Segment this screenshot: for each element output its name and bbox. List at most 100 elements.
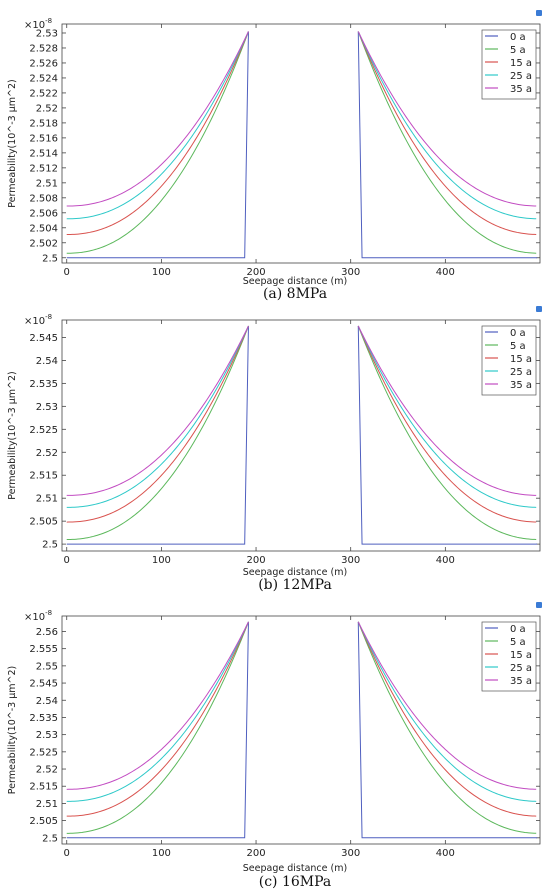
y-tick-label: 2.545 bbox=[29, 333, 58, 344]
legend-label: 35 a bbox=[510, 676, 532, 687]
y-tick-label: 2.526 bbox=[29, 58, 58, 69]
y-tick-label: 2.54 bbox=[36, 696, 58, 707]
x-tick-label: 100 bbox=[152, 267, 171, 278]
chart-panel-12mpa: 2.5 2.505 2.51 2.515 2.52 2.525 2.53 2.535 2.54 2… bbox=[7, 306, 542, 593]
y-tick-label: 2.5 bbox=[42, 833, 58, 844]
y-tick-label: 2.506 bbox=[29, 208, 58, 219]
plot-frame bbox=[61, 615, 541, 845]
figure-caption: (b) 12MPa bbox=[258, 577, 332, 593]
x-tick-label: 100 bbox=[152, 555, 171, 566]
y-tick-label: 2.535 bbox=[29, 379, 58, 390]
legend-label: 0 a bbox=[510, 328, 526, 339]
y-tick-label: 2.512 bbox=[29, 163, 58, 174]
figure-caption: (a) 8MPa bbox=[263, 286, 327, 302]
y-tick-label: 2.53 bbox=[36, 730, 58, 741]
y-tick-label: 2.525 bbox=[29, 425, 58, 436]
y-tick-label: 2.508 bbox=[29, 193, 58, 204]
y-tick-label: 2.535 bbox=[29, 713, 58, 724]
plot-frame bbox=[61, 319, 541, 552]
y-tick-label: 2.515 bbox=[29, 782, 58, 793]
y-tick-label: 2.505 bbox=[29, 517, 58, 528]
x-tick-label: 100 bbox=[152, 848, 171, 859]
y-tick-label: 2.516 bbox=[29, 133, 58, 144]
series-line-15a bbox=[66, 31, 537, 236]
y-tick-label: 2.56 bbox=[36, 627, 58, 638]
y-tick-label: 2.522 bbox=[29, 88, 58, 99]
y-tick-label: 2.504 bbox=[29, 223, 58, 234]
y-tick-label: 2.55 bbox=[36, 661, 58, 672]
y-exponent-label: ×10-8 bbox=[24, 17, 52, 31]
y-tick-label: 2.5 bbox=[42, 253, 58, 264]
x-tick-label: 300 bbox=[341, 848, 360, 859]
y-tick-label: 2.545 bbox=[29, 679, 58, 690]
series-line-25a bbox=[66, 621, 537, 802]
y-exponent-label: ×10-8 bbox=[24, 609, 52, 623]
legend-label: 25 a bbox=[510, 71, 532, 82]
y-axis-label: Permeability(10^-3 μm^2) bbox=[7, 666, 18, 794]
legend-label: 5 a bbox=[510, 341, 526, 352]
plot-frame bbox=[61, 23, 541, 264]
series-line-0a bbox=[66, 31, 538, 259]
toolbar-badge-icon bbox=[536, 306, 542, 312]
toolbar-badge-icon bbox=[536, 602, 542, 608]
y-exponent-label: ×10-8 bbox=[24, 313, 52, 327]
x-tick-label: 300 bbox=[341, 267, 360, 278]
x-axis-label: Seepage distance (m) bbox=[243, 863, 347, 874]
series-group bbox=[66, 621, 538, 839]
series-line-5a bbox=[66, 621, 537, 834]
series-line-5a bbox=[66, 325, 537, 541]
y-tick-label: 2.502 bbox=[29, 238, 58, 249]
series-line-25a bbox=[66, 325, 537, 508]
x-tick-label: 0 bbox=[64, 848, 70, 859]
x-tick-label: 300 bbox=[341, 555, 360, 566]
y-tick-label: 2.51 bbox=[36, 494, 58, 505]
y-tick-label: 2.53 bbox=[36, 28, 58, 39]
figure-caption: (c) 16MPa bbox=[259, 874, 332, 890]
y-tick-label: 2.53 bbox=[36, 402, 58, 413]
chart-panel-16mpa: 2.5 2.505 2.51 2.515 2.52 2.525 2.53 2.535 2.54 2… bbox=[7, 602, 542, 890]
series-line-35a bbox=[66, 325, 537, 496]
y-tick-label: 2.518 bbox=[29, 118, 58, 129]
x-tick-label: 200 bbox=[246, 267, 265, 278]
y-tick-label: 2.528 bbox=[29, 43, 58, 54]
y-tick-label: 2.515 bbox=[29, 471, 58, 482]
legend-label: 5 a bbox=[510, 45, 526, 56]
legend-label: 15 a bbox=[510, 354, 532, 365]
series-line-0a bbox=[66, 325, 538, 545]
series-group bbox=[66, 31, 538, 259]
y-tick-label: 2.51 bbox=[36, 799, 58, 810]
x-tick-label: 400 bbox=[436, 267, 455, 278]
legend-label: 25 a bbox=[510, 663, 532, 674]
y-tick-label: 2.505 bbox=[29, 816, 58, 827]
toolbar-badge-icon bbox=[536, 10, 542, 16]
y-tick-label: 2.52 bbox=[36, 765, 58, 776]
y-tick-label: 2.524 bbox=[29, 73, 58, 84]
series-line-15a bbox=[66, 621, 537, 817]
series-line-35a bbox=[66, 621, 537, 790]
x-axis-label: Seepage distance (m) bbox=[243, 276, 347, 287]
y-tick-label: 2.555 bbox=[29, 644, 58, 655]
y-tick-label: 2.514 bbox=[29, 148, 58, 159]
series-line-5a bbox=[66, 31, 537, 254]
y-tick-label: 2.54 bbox=[36, 356, 58, 367]
series-line-35a bbox=[66, 31, 537, 207]
legend-label: 0 a bbox=[510, 32, 526, 43]
series-line-25a bbox=[66, 31, 537, 220]
series-line-15a bbox=[66, 325, 537, 523]
legend-label: 35 a bbox=[510, 84, 532, 95]
x-tick-label: 0 bbox=[64, 555, 70, 566]
y-tick-label: 2.52 bbox=[36, 448, 58, 459]
y-tick-label: 2.51 bbox=[36, 178, 58, 189]
legend-label: 0 a bbox=[510, 624, 526, 635]
y-tick-label: 2.5 bbox=[42, 540, 58, 551]
legend-label: 15 a bbox=[510, 650, 532, 661]
series-group bbox=[66, 325, 538, 545]
x-tick-label: 200 bbox=[246, 848, 265, 859]
x-tick-label: 200 bbox=[246, 555, 265, 566]
series-line-0a bbox=[66, 621, 538, 839]
y-tick-label: 2.52 bbox=[36, 103, 58, 114]
legend-label: 5 a bbox=[510, 637, 526, 648]
legend-label: 15 a bbox=[510, 58, 532, 69]
y-axis-label: Permeability(10^-3 μm^2) bbox=[7, 79, 18, 207]
x-tick-label: 0 bbox=[64, 267, 70, 278]
